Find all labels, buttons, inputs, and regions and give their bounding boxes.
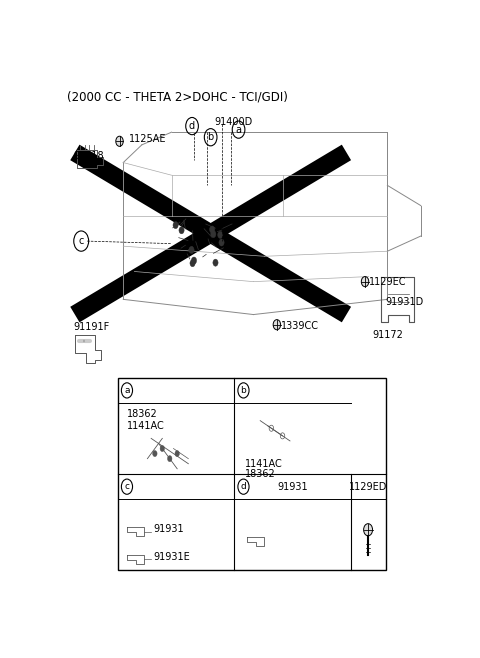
Circle shape [190,260,195,266]
Circle shape [175,451,180,457]
Text: c: c [79,236,84,246]
Circle shape [116,136,123,146]
Text: 1125AE: 1125AE [129,134,166,143]
Circle shape [210,226,215,233]
Text: 1141AC: 1141AC [245,459,283,468]
Circle shape [364,524,372,536]
Text: 91191F: 91191F [73,322,109,332]
Text: b: b [240,386,246,395]
Circle shape [189,246,194,253]
Circle shape [179,227,184,234]
Circle shape [213,259,218,266]
Text: 1141AC: 1141AC [127,420,165,430]
Text: 1339CC: 1339CC [281,321,319,331]
Circle shape [160,445,165,451]
Text: 91931E: 91931E [153,552,190,562]
Text: 91172: 91172 [372,330,403,340]
Text: d: d [240,482,246,491]
Circle shape [211,230,216,238]
Text: d: d [189,121,195,131]
Text: c: c [124,482,130,491]
Text: b: b [207,132,214,142]
Circle shape [153,451,157,457]
Bar [118,378,385,570]
Text: 18362: 18362 [245,468,276,479]
Circle shape [273,320,281,330]
Circle shape [217,232,223,238]
Text: (2000 CC - THETA 2>DOHC - TCI/GDI): (2000 CC - THETA 2>DOHC - TCI/GDI) [67,91,288,103]
Text: 91931: 91931 [277,482,308,492]
Text: a: a [124,386,130,395]
Circle shape [219,239,224,246]
Circle shape [192,257,197,264]
Text: 18362: 18362 [127,409,158,419]
Text: 1129ED: 1129ED [349,482,387,492]
Circle shape [361,276,369,287]
Text: 91931D: 91931D [385,297,424,307]
Text: 91931: 91931 [153,524,184,534]
Text: 91818: 91818 [73,151,104,161]
Text: 91400D: 91400D [215,117,252,127]
Text: a: a [236,124,241,135]
Text: 1129EC: 1129EC [369,276,406,287]
Circle shape [173,222,178,228]
Circle shape [168,455,172,462]
